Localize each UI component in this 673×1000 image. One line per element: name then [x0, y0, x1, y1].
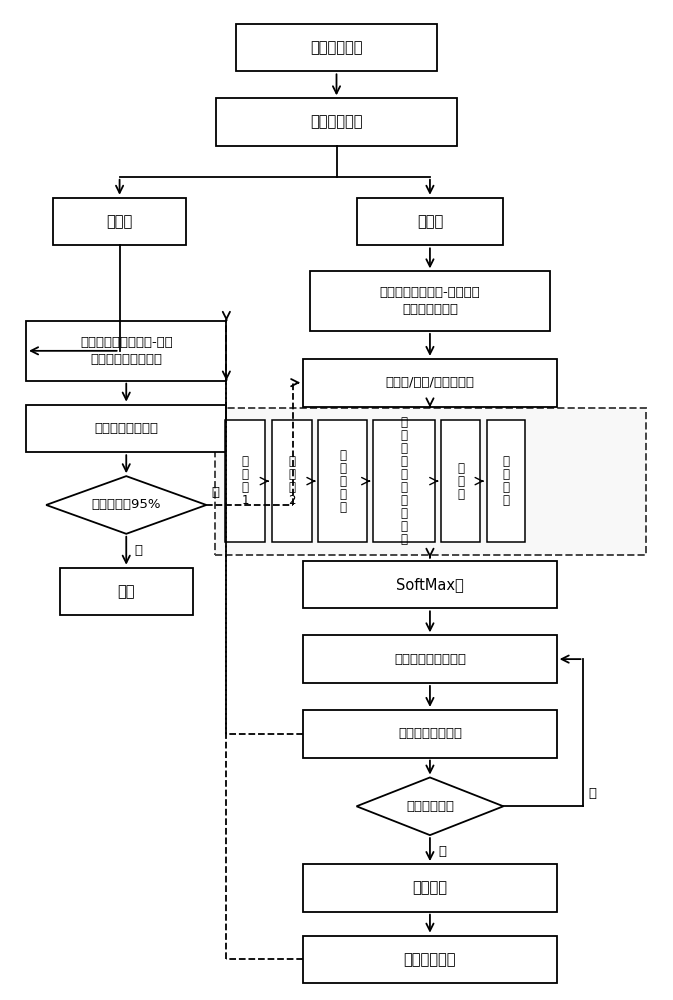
FancyBboxPatch shape	[236, 24, 437, 71]
Text: 超参数/权重/偏置初始化: 超参数/权重/偏置初始化	[386, 376, 474, 389]
FancyBboxPatch shape	[357, 198, 503, 245]
FancyBboxPatch shape	[441, 420, 480, 542]
FancyBboxPatch shape	[303, 359, 557, 407]
Text: 最大迭代次数: 最大迭代次数	[406, 800, 454, 813]
Text: 否: 否	[589, 787, 597, 800]
FancyBboxPatch shape	[216, 98, 457, 146]
Text: 计算交叉熵损伤函数: 计算交叉熵损伤函数	[394, 653, 466, 666]
FancyBboxPatch shape	[303, 710, 557, 758]
Text: SoftMax层: SoftMax层	[396, 577, 464, 592]
FancyBboxPatch shape	[53, 198, 186, 245]
FancyBboxPatch shape	[303, 864, 557, 912]
Text: 否: 否	[212, 486, 219, 499]
Text: 展
平
层: 展 平 层	[457, 462, 464, 501]
Text: 电流信号采集: 电流信号采集	[310, 115, 363, 130]
FancyBboxPatch shape	[303, 635, 557, 683]
Text: 是: 是	[438, 845, 446, 858]
Text: 建立卷积神经网络-双向长短
期记忆网络模型: 建立卷积神经网络-双向长短 期记忆网络模型	[380, 286, 481, 316]
FancyBboxPatch shape	[26, 405, 226, 452]
FancyBboxPatch shape	[26, 321, 226, 381]
Text: 验证集: 验证集	[106, 214, 133, 229]
FancyBboxPatch shape	[310, 271, 550, 331]
Polygon shape	[46, 476, 207, 534]
FancyBboxPatch shape	[487, 420, 526, 542]
FancyBboxPatch shape	[318, 420, 367, 542]
Text: 双
向
长
短
时
记
忆
网
络
层: 双 向 长 短 时 记 忆 网 络 层	[400, 416, 407, 546]
Text: 最
大
池
化
层: 最 大 池 化 层	[339, 449, 346, 514]
Polygon shape	[357, 777, 503, 835]
FancyBboxPatch shape	[374, 420, 435, 542]
Text: 完成训练: 完成训练	[413, 880, 448, 895]
FancyBboxPatch shape	[215, 408, 645, 555]
FancyBboxPatch shape	[272, 420, 312, 542]
Text: 实验平台搭建: 实验平台搭建	[310, 40, 363, 55]
Text: 结束: 结束	[118, 584, 135, 599]
Text: 输出故障诊断结果: 输出故障诊断结果	[94, 422, 158, 435]
Text: 反向传播优化算法: 反向传播优化算法	[398, 727, 462, 740]
Text: 保存模型参数: 保存模型参数	[404, 952, 456, 967]
Text: 卷
积
层
2: 卷 积 层 2	[288, 455, 295, 507]
FancyBboxPatch shape	[225, 420, 265, 542]
Text: 训练集: 训练集	[417, 214, 443, 229]
Text: 全
连
接
层: 全 连 接 层	[503, 455, 509, 507]
Text: 是: 是	[135, 544, 142, 557]
Text: 卷
积
层
1: 卷 积 层 1	[242, 455, 249, 507]
FancyBboxPatch shape	[59, 568, 193, 615]
FancyBboxPatch shape	[303, 561, 557, 608]
FancyBboxPatch shape	[303, 936, 557, 983]
Text: 已训练卷积神经网络-双向
长短时记忆网络模型: 已训练卷积神经网络-双向 长短时记忆网络模型	[80, 336, 173, 366]
Text: 准确率大于95%: 准确率大于95%	[92, 498, 161, 511]
